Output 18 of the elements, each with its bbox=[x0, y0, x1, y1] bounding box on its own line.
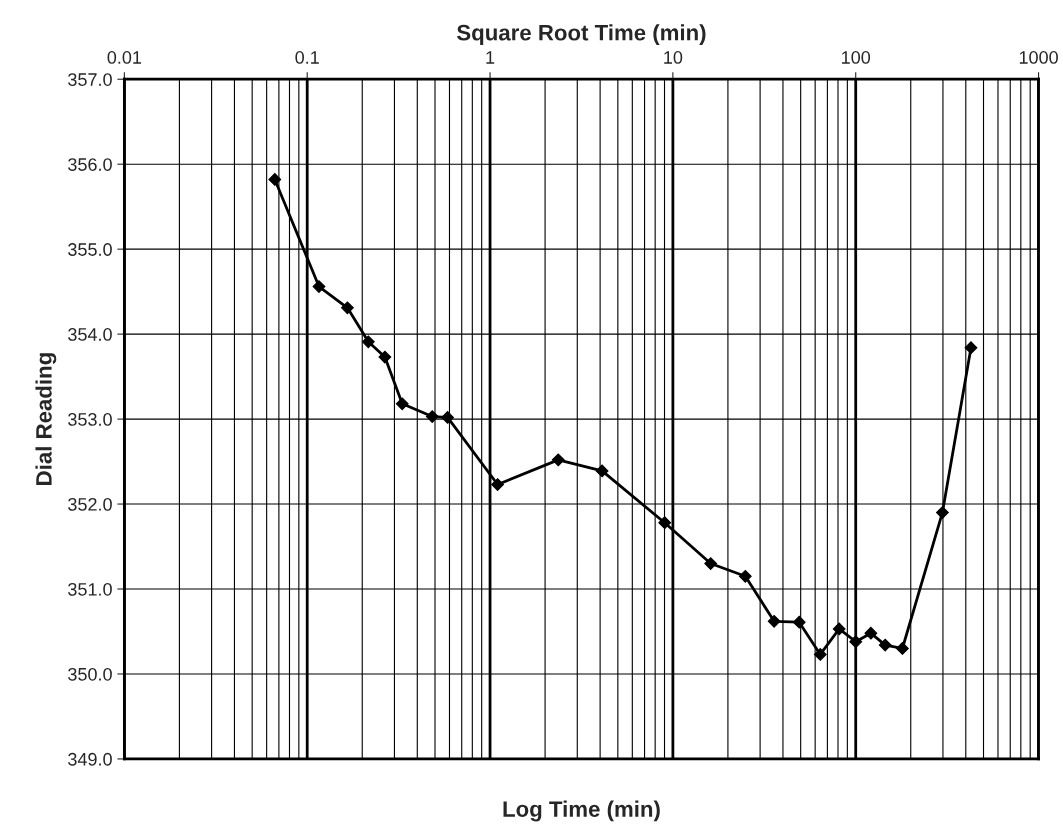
y-tick-label: 355.0 bbox=[68, 243, 112, 256]
x-tick-label: 1000 bbox=[1019, 51, 1058, 64]
y-tick-label: 351.0 bbox=[68, 582, 112, 596]
x-tick-label: 10 bbox=[664, 51, 683, 64]
y-tick-label: 349.0 bbox=[68, 752, 112, 766]
y-axis-title: Dial Reading bbox=[35, 353, 57, 485]
chart-title: Square Root Time (min) bbox=[456, 24, 706, 45]
y-tick-label: 356.0 bbox=[68, 158, 112, 171]
y-tick-label: 357.0 bbox=[68, 73, 112, 86]
x-tick-label: 100 bbox=[842, 51, 871, 64]
y-tick-label: 354.0 bbox=[68, 328, 112, 341]
y-tick-label: 350.0 bbox=[68, 667, 112, 681]
y-tick-label: 353.0 bbox=[68, 413, 112, 426]
x-tick-label: 0.1 bbox=[295, 51, 319, 64]
x-axis-title: Log Time (min) bbox=[503, 800, 660, 822]
x-tick-label: 1 bbox=[486, 51, 495, 64]
x-tick-label: 0.01 bbox=[107, 51, 142, 64]
y-tick-label: 352.0 bbox=[68, 497, 112, 511]
